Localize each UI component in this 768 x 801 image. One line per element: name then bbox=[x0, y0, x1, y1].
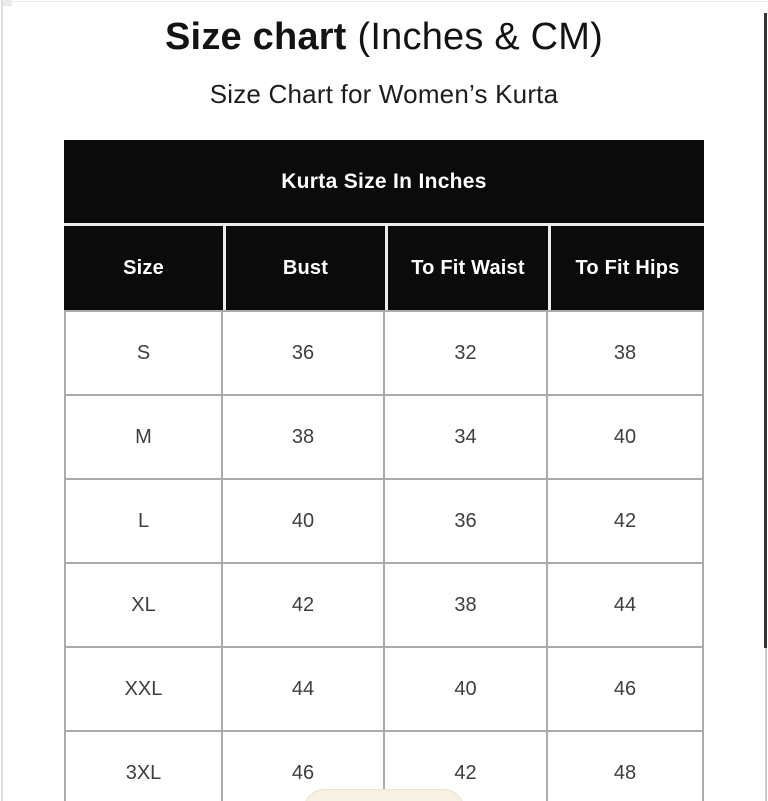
bottom-sheet-handle[interactable] bbox=[304, 789, 464, 801]
cell-waist: 34 bbox=[385, 396, 548, 480]
table-row-m: M 38 34 40 bbox=[64, 396, 704, 480]
cell-hips: 38 bbox=[548, 312, 704, 396]
cell-size: XXL bbox=[64, 648, 223, 732]
column-header-waist: To Fit Waist bbox=[385, 226, 548, 310]
page-subtitle: Size Chart for Women’s Kurta bbox=[209, 79, 559, 109]
cell-waist: 40 bbox=[385, 648, 548, 732]
cell-bust: 36 bbox=[223, 312, 385, 396]
cell-size: L bbox=[64, 480, 223, 564]
cell-size: S bbox=[64, 312, 223, 396]
cell-hips: 46 bbox=[548, 648, 704, 732]
page-title-bold: Size chart bbox=[165, 16, 347, 58]
cell-waist: 38 bbox=[385, 564, 548, 648]
left-edge-line bbox=[1, 0, 3, 801]
cell-bust: 44 bbox=[223, 648, 385, 732]
table-body: S 36 32 38 M 38 34 40 L 40 36 42 XL 42 3… bbox=[64, 310, 704, 801]
corner-artifact bbox=[2, 0, 12, 6]
cell-hips: 42 bbox=[548, 480, 704, 564]
cell-bust: 40 bbox=[223, 480, 385, 564]
cell-hips: 48 bbox=[548, 732, 704, 801]
page-title-suffix: (Inches & CM) bbox=[357, 16, 603, 58]
cell-size: M bbox=[64, 396, 223, 480]
cell-bust: 38 bbox=[223, 396, 385, 480]
cell-hips: 40 bbox=[548, 396, 704, 480]
cell-waist: 36 bbox=[385, 480, 548, 564]
cell-waist: 32 bbox=[385, 312, 548, 396]
table-title-band: Kurta Size In Inches bbox=[64, 140, 704, 226]
table-row-s: S 36 32 38 bbox=[64, 312, 704, 396]
size-chart-table: Kurta Size In Inches Size Bust To Fit Wa… bbox=[64, 140, 704, 801]
column-header-size: Size bbox=[64, 226, 223, 310]
right-edge-line-lower bbox=[765, 648, 767, 801]
table-row-xxl: XXL 44 40 46 bbox=[64, 648, 704, 732]
column-header-bust: Bust bbox=[223, 226, 385, 310]
table-row-xl: XL 42 38 44 bbox=[64, 564, 704, 648]
cell-size: 3XL bbox=[64, 732, 223, 801]
column-header-hips: To Fit Hips bbox=[548, 226, 704, 310]
cell-hips: 44 bbox=[548, 564, 704, 648]
cell-bust: 42 bbox=[223, 564, 385, 648]
top-edge-line bbox=[0, 1, 768, 2]
cell-size: XL bbox=[64, 564, 223, 648]
table-row-l: L 40 36 42 bbox=[64, 480, 704, 564]
right-edge-bar bbox=[764, 13, 767, 648]
page-title: Size chart (Inches & CM) bbox=[0, 12, 768, 62]
table-column-headers: Size Bust To Fit Waist To Fit Hips bbox=[64, 226, 704, 310]
